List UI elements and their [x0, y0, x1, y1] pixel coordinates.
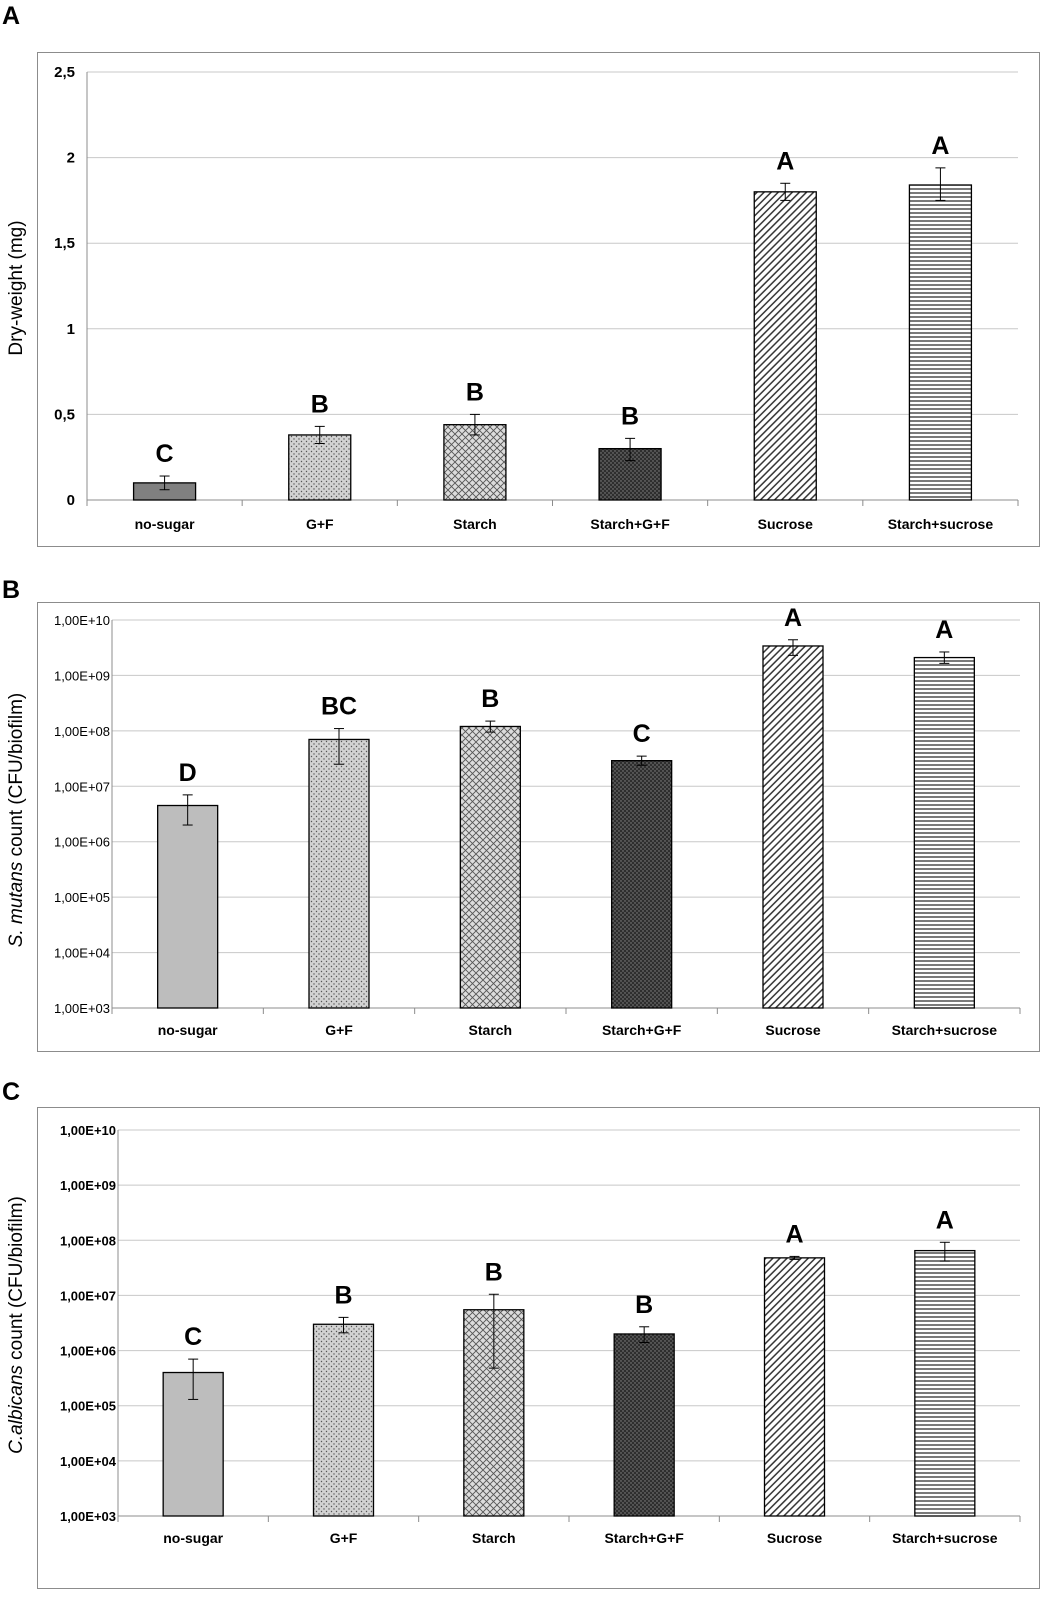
x-category-label: Starch	[472, 1530, 516, 1546]
y-tick-label: 1,00E+10	[60, 1123, 116, 1138]
x-category-label: Starch+G+F	[590, 516, 670, 532]
significance-letter: B	[635, 1291, 653, 1319]
significance-letter: B	[466, 378, 484, 406]
significance-letter: C	[156, 440, 174, 468]
significance-letter: B	[481, 685, 499, 713]
x-category-label: G+F	[330, 1530, 358, 1546]
y-tick-label: 1,00E+03	[60, 1509, 116, 1524]
x-category-label: no-sugar	[158, 1022, 218, 1038]
y-axis-label-unit: count (CFU/biofilm)	[6, 1196, 27, 1365]
significance-letter: BC	[321, 693, 357, 721]
x-category-label: Sucrose	[758, 516, 813, 532]
y-tick-label: 1,00E+07	[54, 779, 110, 794]
x-category-label: Starch+sucrose	[892, 1530, 998, 1546]
bar	[288, 434, 352, 501]
x-category-label: Sucrose	[767, 1530, 822, 1546]
significance-letter: A	[931, 132, 949, 160]
x-category-label: Starch+sucrose	[892, 1022, 998, 1038]
significance-letter: A	[936, 1206, 954, 1234]
x-category-label: Sucrose	[765, 1022, 820, 1038]
bar	[459, 725, 521, 1009]
bar	[763, 1257, 826, 1517]
bar	[443, 424, 507, 501]
x-category-label: Starch	[453, 516, 497, 532]
y-tick-label: 1,00E+05	[54, 890, 110, 905]
bar	[913, 656, 975, 1009]
bar	[613, 1333, 675, 1517]
significance-letter: B	[334, 1281, 352, 1309]
x-category-label: G+F	[325, 1022, 353, 1038]
x-category-label: G+F	[306, 516, 334, 532]
y-axis-label-unit: count (CFU/biofilm)	[6, 693, 27, 862]
significance-letter: A	[785, 1220, 803, 1248]
significance-letter: B	[311, 390, 329, 418]
y-axis-label: S. mutans count (CFU/biofilm)	[6, 693, 27, 947]
y-tick-label: 0	[67, 492, 75, 509]
x-category-label: Starch+G+F	[602, 1022, 682, 1038]
x-category-label: Starch+G+F	[604, 1530, 684, 1546]
y-axis-label-species: S. mutans	[6, 861, 27, 947]
y-tick-label: 1,00E+08	[54, 724, 110, 739]
bar	[157, 804, 219, 1009]
y-axis-label: Dry-weight (mg)	[6, 220, 27, 355]
y-tick-label: 1,00E+10	[54, 613, 110, 628]
y-tick-label: 1,00E+06	[60, 1344, 116, 1359]
chart-c: 1,00E+03 1,00E+04 1,00E+05 1,00E+06 1,00E+07…	[6, 1123, 1021, 1546]
significance-letter: B	[621, 402, 639, 430]
y-tick-label: 1,00E+09	[60, 1178, 116, 1193]
y-tick-label: 1	[67, 321, 75, 338]
bar	[753, 191, 817, 501]
y-tick-label: 1,00E+08	[60, 1233, 116, 1248]
y-tick-label: 1,00E+04	[60, 1454, 117, 1469]
y-tick-label: 2	[67, 150, 75, 167]
chart-b: 1,00E+03 1,00E+04 1,00E+05 1,00E+06 1,00E+07…	[6, 604, 1021, 1038]
x-category-label: Starch	[469, 1022, 513, 1038]
x-category-label: Starch+sucrose	[888, 516, 994, 532]
y-tick-label: 0,5	[54, 406, 75, 423]
y-tick-label: 1,00E+06	[54, 835, 110, 850]
bar	[762, 645, 824, 1009]
x-category-label: no-sugar	[135, 516, 195, 532]
y-tick-label: 1,00E+07	[60, 1288, 116, 1303]
y-tick-label: 1,00E+09	[54, 668, 110, 683]
bar	[312, 1323, 375, 1517]
significance-letter: C	[184, 1323, 202, 1351]
y-tick-label: 1,00E+04	[54, 946, 110, 961]
y-tick-label: 1,5	[54, 235, 75, 252]
significance-letter: C	[633, 720, 651, 748]
y-axis-label-species: C.albicans	[6, 1365, 27, 1454]
significance-letter: B	[485, 1258, 503, 1286]
bar	[611, 760, 673, 1009]
bar	[914, 1249, 976, 1517]
chart-frame-a	[37, 52, 1040, 547]
y-tick-label: 2,5	[54, 64, 75, 81]
significance-letter: A	[935, 616, 953, 644]
y-tick-label: 1,00E+03	[54, 1001, 110, 1016]
significance-letter: D	[179, 759, 197, 787]
bar	[308, 738, 370, 1009]
panel-label-c: C	[2, 1078, 21, 1106]
x-category-label: no-sugar	[163, 1530, 223, 1546]
y-tick-label: 1,00E+05	[60, 1399, 116, 1414]
significance-letter: A	[784, 604, 802, 632]
bar	[908, 184, 973, 501]
panel-label-b: B	[2, 576, 21, 604]
y-axis-label: C.albicans count (CFU/biofilm)	[6, 1196, 27, 1454]
chart-a: 0 0,5 1 1,5 2 2,5 Dry-weight (mg) Cno-sugar B G+F…	[6, 64, 1019, 532]
panel-label-a: A	[2, 2, 21, 30]
significance-letter: A	[776, 147, 794, 175]
